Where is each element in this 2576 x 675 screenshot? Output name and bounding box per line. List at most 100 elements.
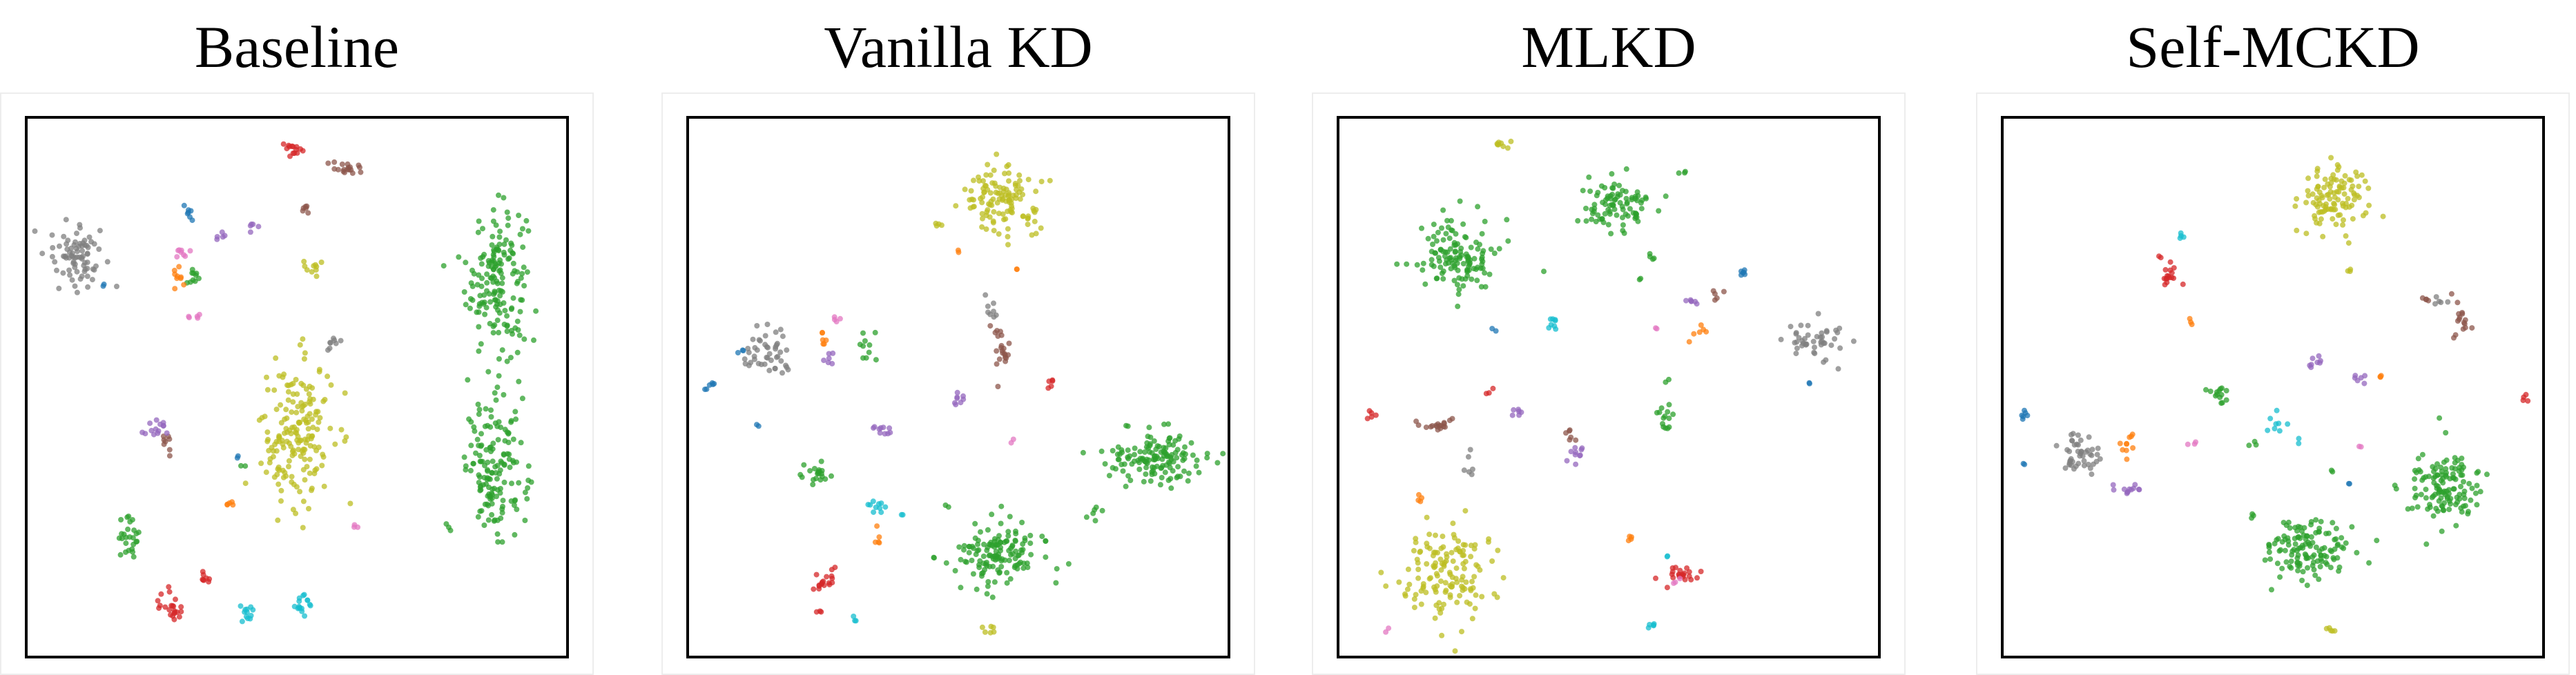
scatter-point [1447,594,1453,600]
scatter-point [504,358,510,364]
scatter-point [985,303,991,309]
scatter-point [871,425,876,431]
scatter-point [309,416,315,422]
scatter-point [1424,514,1430,520]
scatter-point [471,424,477,430]
scatter-point [489,469,495,476]
scatter-point [1437,610,1444,616]
scatter-point [2523,391,2529,398]
scatter-point [1444,249,1451,255]
scatter-point [342,438,348,444]
scatter-point [495,307,501,313]
scatter-point [289,473,295,480]
scatter-point [2128,487,2134,493]
scatter-point [779,370,785,376]
scatter-point [331,166,338,172]
scatter-point [516,332,523,338]
scatter-point [313,466,320,472]
scatter-point [2474,502,2480,508]
scatter-point [2343,540,2349,546]
scatter-point [1504,145,1511,151]
scatter-point [511,502,517,508]
scatter-point [983,172,989,178]
scatter-point [2276,428,2283,434]
scatter-point [2246,442,2252,449]
scatter-point [124,514,130,520]
scatter-point [1686,569,1692,575]
scatter-point [1607,208,1613,215]
panel-title: Self-MCKD [2126,14,2420,80]
scatter-point [2348,186,2354,193]
scatter-point [1500,575,1507,581]
scatter-point [496,373,502,379]
scatter-point [49,232,55,238]
scatter-point [496,234,503,240]
panel-frame [1976,92,2570,675]
panel-title: Baseline [194,14,400,80]
scatter-point [1490,385,1496,391]
scatter-point [166,447,173,453]
scatter-point [2069,438,2075,444]
scatter-point [239,618,245,625]
scatter-point [476,324,482,330]
scatter-point [2434,461,2440,467]
scatter-point [1420,267,1426,273]
scatter-point [2418,491,2424,498]
scatter-point [481,292,487,298]
scatter-point [280,444,287,451]
scatter-point [1505,238,1511,244]
scatter-point [307,456,313,462]
scatter-point [1118,462,1125,467]
scatter-point [1575,217,1581,224]
scatter-point [1125,447,1131,453]
scatter-point [1469,276,1475,282]
scatter-point [2436,298,2442,304]
scatter-point [2423,474,2429,480]
scatter-point [1428,575,1433,581]
scatter-point [193,271,200,277]
scatter-point [2336,189,2342,195]
scatter-point [1039,534,1045,540]
scatter-point [754,347,760,353]
scatter-point [1469,616,1475,622]
scatter-point [176,614,182,620]
scatter-point [70,259,77,265]
scatter-point [507,464,513,471]
scatter-point [275,517,281,523]
scatter-point [2223,397,2229,403]
scatter-point [1161,421,1167,427]
scatter-point [1805,332,1811,338]
scatter-point [2053,442,2060,449]
scatter-point [131,527,137,534]
scatter-point [294,150,300,156]
scatter-point [296,419,302,425]
scatter-point [2341,180,2347,186]
scatter-point [2064,447,2071,453]
scatter-point [1168,476,1174,482]
scatter-point [1449,581,1455,587]
scatter-point [489,242,495,248]
scatter-point [976,565,982,571]
scatter-point [166,589,173,595]
scatter-point [2362,178,2368,184]
scatter-point [994,556,1000,562]
scatter-point [818,609,824,615]
scatter-point [317,415,323,421]
scatter-point [495,539,501,545]
scatter-point [882,504,889,510]
scatter-point [270,453,276,460]
scatter-point [316,369,322,375]
scatter-point [1005,208,1011,215]
scatter-point [127,519,133,525]
scatter-point [1614,212,1620,218]
scatter-point [1420,581,1426,587]
scatter-point [862,338,868,344]
scatter-point [499,288,505,295]
scatter-point [2249,515,2255,521]
scatter-point [1573,449,1579,456]
scatter-point [510,436,516,442]
scatter-point [2163,276,2169,282]
scatter-point [503,237,509,243]
scatter-point [280,474,287,480]
scatter-point [493,397,499,403]
